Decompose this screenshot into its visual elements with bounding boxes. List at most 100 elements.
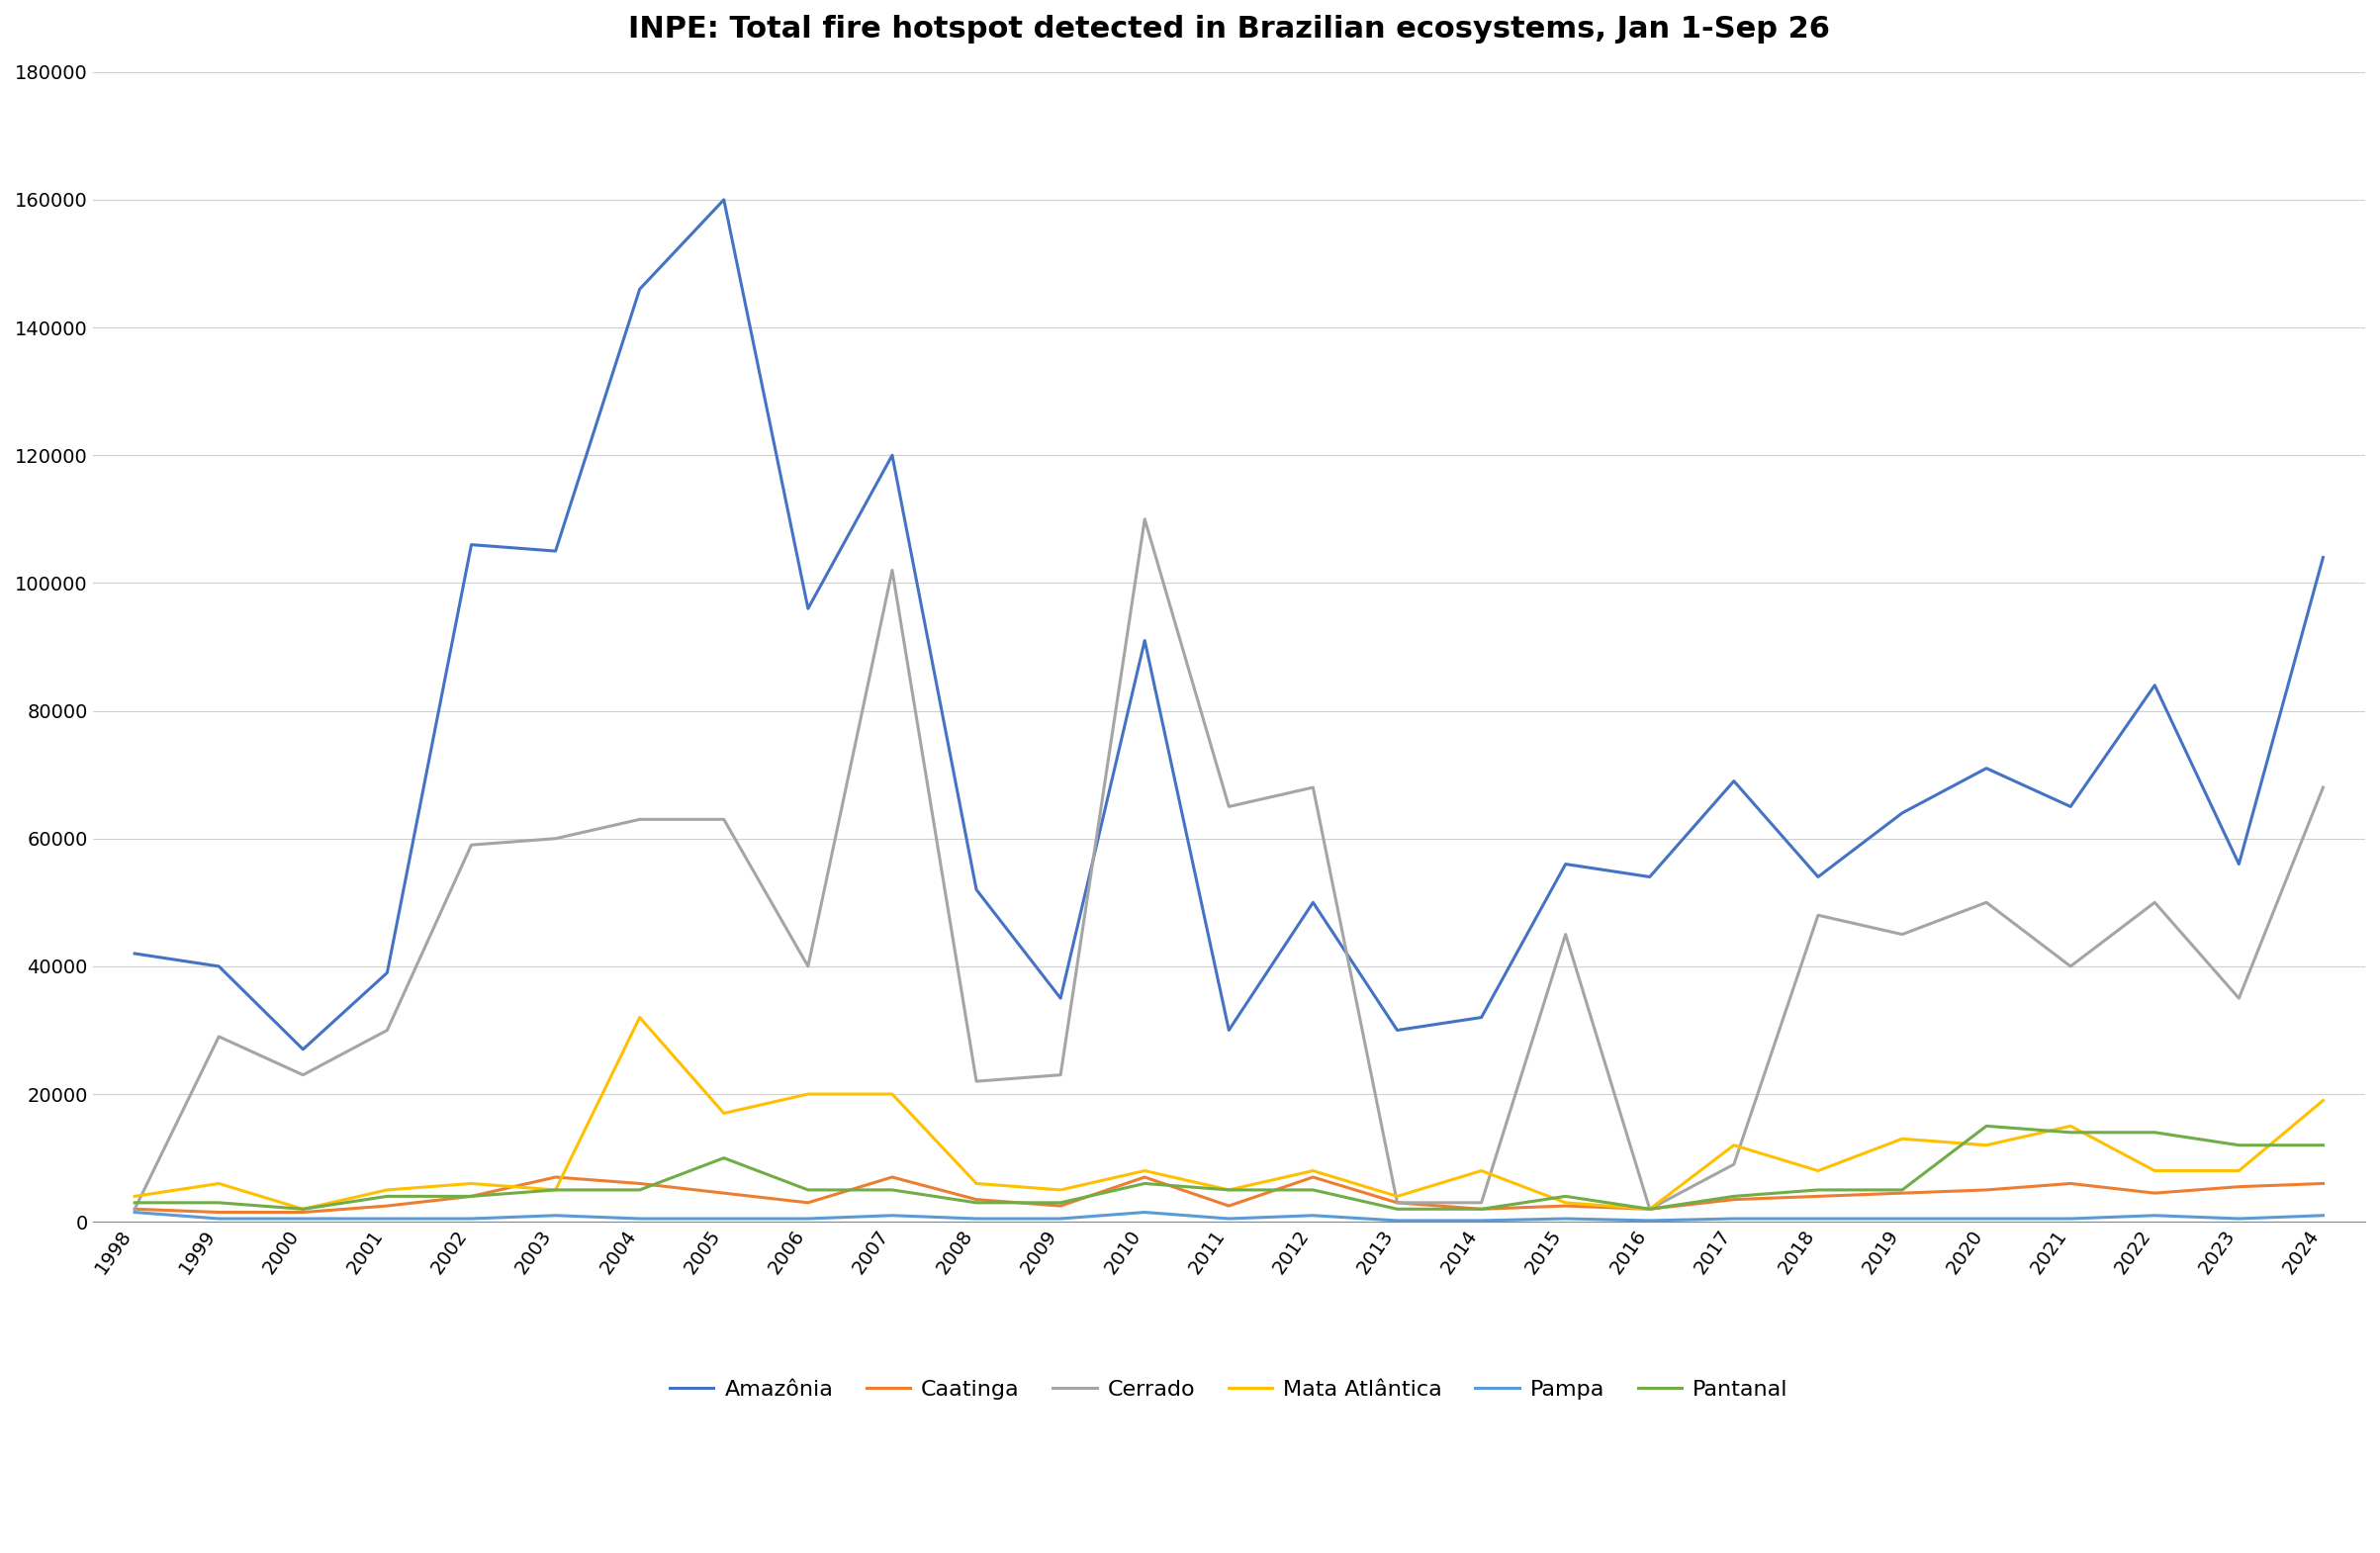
Mata Atlântica xyxy=(1804,1162,1833,1180)
Line: Pantanal: Pantanal xyxy=(136,1126,2323,1210)
Caatinga xyxy=(1887,1183,1916,1202)
Caatinga xyxy=(121,1200,150,1219)
Amazônia xyxy=(1721,772,1749,790)
Pampa xyxy=(121,1204,150,1222)
Amazônia xyxy=(1804,868,1833,887)
Caatinga xyxy=(1973,1180,2002,1199)
Cerrado xyxy=(2140,893,2168,912)
Caatinga xyxy=(1047,1196,1076,1214)
Amazônia xyxy=(1973,759,2002,778)
Amazônia xyxy=(626,280,655,298)
Caatinga xyxy=(1130,1168,1159,1186)
Pantanal xyxy=(1721,1186,1749,1205)
Pantanal xyxy=(374,1186,402,1205)
Mata Atlântica xyxy=(457,1174,486,1193)
Caatinga xyxy=(205,1204,233,1222)
Caatinga xyxy=(288,1204,317,1222)
Pampa xyxy=(374,1210,402,1228)
Pantanal xyxy=(1047,1193,1076,1211)
Caatinga xyxy=(626,1174,655,1193)
Pampa xyxy=(1721,1210,1749,1228)
Mata Atlântica xyxy=(962,1174,990,1193)
Cerrado xyxy=(1973,893,2002,912)
Mata Atlântica xyxy=(878,1084,907,1103)
Pantanal xyxy=(540,1180,569,1199)
Cerrado xyxy=(1047,1065,1076,1084)
Amazônia xyxy=(205,957,233,975)
Pantanal xyxy=(1299,1180,1328,1199)
Caatinga xyxy=(1383,1193,1411,1211)
Mata Atlântica xyxy=(1047,1180,1076,1199)
Mata Atlântica xyxy=(1214,1180,1242,1199)
Caatinga xyxy=(457,1186,486,1205)
Cerrado xyxy=(962,1072,990,1090)
Amazônia xyxy=(540,542,569,561)
Mata Atlântica xyxy=(2140,1162,2168,1180)
Amazônia xyxy=(374,963,402,981)
Pampa xyxy=(2225,1210,2254,1228)
Cerrado xyxy=(374,1020,402,1039)
Mata Atlântica xyxy=(1552,1193,1580,1211)
Caatinga xyxy=(1299,1168,1328,1186)
Cerrado xyxy=(1887,926,1916,944)
Pantanal xyxy=(121,1193,150,1211)
Title: INPE: Total fire hotspot detected in Brazilian ecosystems, Jan 1-Sep 26: INPE: Total fire hotspot detected in Bra… xyxy=(628,16,1830,43)
Amazônia xyxy=(2140,676,2168,694)
Mata Atlântica xyxy=(626,1008,655,1027)
Amazônia xyxy=(795,599,823,618)
Pantanal xyxy=(205,1193,233,1211)
Pampa xyxy=(1214,1210,1242,1228)
Line: Pampa: Pampa xyxy=(136,1213,2323,1221)
Caatinga xyxy=(2225,1177,2254,1196)
Pampa xyxy=(205,1210,233,1228)
Pampa xyxy=(1552,1210,1580,1228)
Caatinga xyxy=(2140,1183,2168,1202)
Pantanal xyxy=(457,1186,486,1205)
Cerrado xyxy=(1635,1200,1664,1219)
Line: Amazônia: Amazônia xyxy=(136,200,2323,1050)
Mata Atlântica xyxy=(374,1180,402,1199)
Cerrado xyxy=(205,1027,233,1045)
Pantanal xyxy=(878,1180,907,1199)
Line: Mata Atlântica: Mata Atlântica xyxy=(136,1017,2323,1210)
Amazônia xyxy=(1887,803,1916,822)
Caatinga xyxy=(2056,1174,2085,1193)
Amazônia xyxy=(962,881,990,899)
Pantanal xyxy=(1804,1180,1833,1199)
Caatinga xyxy=(2309,1174,2337,1193)
Amazônia xyxy=(2056,797,2085,815)
Pantanal xyxy=(2225,1135,2254,1154)
Amazônia xyxy=(1635,868,1664,887)
Cerrado xyxy=(1130,509,1159,528)
Pampa xyxy=(1299,1207,1328,1225)
Cerrado xyxy=(457,836,486,854)
Pampa xyxy=(1887,1210,1916,1228)
Amazônia xyxy=(1214,1020,1242,1039)
Pampa xyxy=(1130,1204,1159,1222)
Pantanal xyxy=(709,1149,738,1168)
Pantanal xyxy=(1214,1180,1242,1199)
Cerrado xyxy=(795,957,823,975)
Mata Atlântica xyxy=(1721,1135,1749,1154)
Pampa xyxy=(1466,1211,1495,1230)
Mata Atlântica xyxy=(2309,1092,2337,1110)
Cerrado xyxy=(1552,926,1580,944)
Cerrado xyxy=(878,561,907,579)
Mata Atlântica xyxy=(1887,1129,1916,1148)
Amazônia xyxy=(2309,548,2337,567)
Cerrado xyxy=(121,1200,150,1219)
Line: Cerrado: Cerrado xyxy=(136,519,2323,1210)
Pampa xyxy=(1047,1210,1076,1228)
Pampa xyxy=(540,1207,569,1225)
Amazônia xyxy=(1383,1020,1411,1039)
Mata Atlântica xyxy=(1466,1162,1495,1180)
Cerrado xyxy=(709,811,738,829)
Pampa xyxy=(1635,1211,1664,1230)
Cerrado xyxy=(1466,1193,1495,1211)
Mata Atlântica xyxy=(1130,1162,1159,1180)
Caatinga xyxy=(878,1168,907,1186)
Pantanal xyxy=(288,1200,317,1219)
Pampa xyxy=(795,1210,823,1228)
Pampa xyxy=(962,1210,990,1228)
Pantanal xyxy=(1466,1200,1495,1219)
